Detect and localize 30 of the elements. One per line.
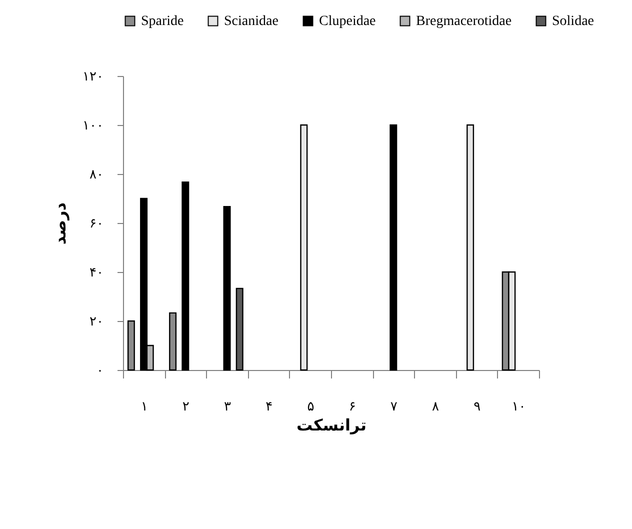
bar (390, 124, 398, 371)
y-axis-title: درصد (50, 202, 70, 245)
x-tick-label: ۷ (390, 400, 398, 414)
y-tick-label: ۴۰ (90, 266, 104, 280)
y-tick-label: ۱۰۰ (82, 118, 104, 134)
x-tick-label: ۸ (432, 400, 440, 414)
bar (236, 288, 244, 371)
x-tick-label: ۴ (266, 400, 273, 414)
bar (182, 181, 190, 371)
legend-label: Clupeidae (319, 14, 376, 29)
bar (223, 206, 231, 371)
legend-label: Bregmacerotidae (416, 14, 512, 29)
x-tick-label: ۶ (348, 400, 356, 414)
legend-label: Sparide (141, 14, 184, 29)
x-axis-title: ترانسکت (296, 416, 366, 434)
legend-label: Scianidae (224, 14, 278, 29)
bar (466, 124, 474, 371)
y-tick-label: ۰ (96, 364, 104, 378)
y-tick-label: ۶۰ (90, 216, 104, 232)
legend-label: Solidae (552, 14, 594, 29)
y-tick-label: ۱۲۰ (82, 70, 104, 84)
x-tick-label: ۲ (182, 400, 190, 414)
x-tick-label: ۵ (307, 400, 314, 414)
x-tick-label: ۳ (224, 400, 232, 414)
y-tick-label: ۲۰ (90, 314, 104, 330)
bar (300, 124, 308, 371)
x-tick-label: ۹ (474, 400, 481, 414)
y-tick-label: ۸۰ (90, 168, 104, 182)
x-tick-label: ۱ (140, 400, 148, 414)
x-tick-label: ۱۰ (512, 400, 526, 414)
